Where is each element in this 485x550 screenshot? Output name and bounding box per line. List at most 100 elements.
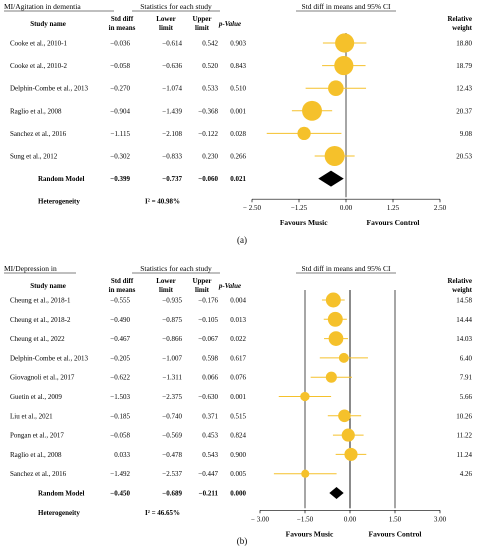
col-header-smd-2: in means (109, 24, 136, 32)
study-marker (341, 428, 355, 442)
study-name: Raglio et al., 2008 (10, 107, 62, 115)
col-header-weight-1: Relative (448, 277, 473, 285)
col-header-smd-1: Std diff (111, 15, 134, 23)
study-name: Pongan et al., 2017 (10, 432, 64, 440)
forest-panel-a: MI/Agitation in dementia Statistics for e… (4, 2, 473, 245)
study-lower: −2.375 (162, 393, 182, 401)
study-smd: −0.622 (110, 374, 130, 382)
study-p: 0.510 (230, 85, 246, 93)
x-axis-tick-label: 1.25 (387, 204, 400, 212)
study-marker (324, 146, 345, 166)
study-weight: 18.80 (456, 40, 472, 48)
study-p: 0.004 (230, 297, 246, 305)
study-name: Cheung et al., 2018-1 (10, 297, 71, 305)
col-header-smd-1: Std diff (111, 277, 134, 285)
summary-smd: −0.399 (110, 175, 130, 183)
study-name: Delphin-Combe et al., 2013 (10, 354, 88, 362)
study-smd: −0.185 (110, 412, 130, 420)
study-smd: −0.904 (110, 107, 130, 115)
study-marker (300, 391, 310, 402)
study-weight: 11.22 (457, 432, 473, 440)
study-name: Cooke et al., 2010-2 (10, 62, 67, 70)
study-marker (338, 352, 349, 363)
study-smd: −0.467 (110, 335, 130, 343)
panel-label: (a) (237, 235, 247, 245)
col-header-p: p-Value (218, 20, 241, 28)
study-p: 0.076 (230, 374, 246, 382)
col-header-lower-1: Lower (156, 277, 175, 285)
study-upper: 0.520 (202, 62, 218, 70)
study-name: Sanchez et al., 2016 (10, 130, 67, 138)
study-upper: 0.453 (202, 432, 218, 440)
study-marker (328, 331, 344, 346)
study-upper: −0.368 (198, 107, 218, 115)
study-weight: 11.24 (457, 451, 473, 459)
study-p: 0.617 (230, 354, 246, 362)
study-marker (302, 100, 322, 121)
summary-p: 0.021 (230, 175, 246, 183)
summary-name: Random Model (38, 490, 85, 498)
study-smd: −0.302 (110, 153, 130, 161)
favours-right-label: Favours Control (367, 218, 420, 227)
study-lower: −0.614 (162, 40, 182, 48)
study-marker (325, 292, 341, 308)
study-weight: 14.58 (456, 297, 472, 305)
study-upper: 0.598 (202, 354, 218, 362)
x-axis-tick-label: 3.00 (434, 515, 447, 523)
study-marker (301, 469, 310, 478)
study-weight: 20.37 (456, 107, 472, 115)
forest-panel-b: MI/Depression in Statistics for each stud… (4, 264, 473, 546)
study-p: 0.001 (230, 107, 246, 115)
study-weight: 10.26 (456, 412, 472, 420)
study-upper: −0.105 (198, 316, 218, 324)
study-lower: −2.108 (162, 130, 182, 138)
col-header-weight-1: Relative (448, 15, 473, 23)
col-header-smd-2: in means (109, 286, 136, 294)
col-header-study: Study name (30, 282, 66, 290)
study-p: 0.843 (230, 62, 246, 70)
study-lower: −1.074 (162, 85, 182, 93)
study-lower: −1.311 (163, 374, 183, 382)
study-upper: 0.543 (202, 451, 218, 459)
study-lower: −0.569 (162, 432, 182, 440)
study-lower: −0.833 (162, 153, 182, 161)
study-weight: 9.08 (460, 130, 473, 138)
study-name: Sanchez et al., 2016 (10, 470, 67, 478)
panel-label: (b) (237, 536, 248, 546)
x-axis-tick-label: − 3.00 (251, 515, 269, 523)
heterogeneity-value: I² = 46.65% (145, 509, 180, 517)
col-header-lower-1: Lower (156, 15, 175, 23)
x-axis-tick-label: 1.50 (389, 515, 402, 523)
summary-upper: −0.060 (198, 175, 218, 183)
study-p: 0.001 (230, 393, 246, 401)
x-axis-tick-label: − 2.50 (243, 204, 261, 212)
summary-upper: −0.211 (199, 490, 219, 498)
col-header-study: Study name (30, 20, 66, 28)
plot-title: Std diff in means and 95% CI (301, 2, 391, 11)
col-header-lower-2: limit (159, 286, 174, 294)
study-smd: −0.058 (110, 62, 130, 70)
study-marker (327, 311, 343, 327)
favours-left-label: Favours Music (286, 529, 334, 538)
study-name: Delphin-Combe et al., 2013 (10, 85, 88, 93)
study-name: Raglio et al., 2008 (10, 451, 62, 459)
col-header-p: p-Value (218, 282, 241, 290)
study-lower: −2.537 (162, 470, 182, 478)
section-label: MI/Agitation in dementia (4, 2, 81, 11)
study-upper: 0.533 (202, 85, 218, 93)
x-axis-tick-label: −1.50 (297, 515, 314, 523)
study-weight: 4.26 (460, 470, 473, 478)
study-weight: 12.43 (456, 85, 472, 93)
study-smd: −0.270 (110, 85, 130, 93)
study-name: Liu et al., 2021 (10, 412, 53, 420)
study-weight: 5.66 (460, 393, 473, 401)
col-header-weight-2: weight (452, 24, 473, 32)
study-p: 0.266 (230, 153, 246, 161)
heterogeneity-value: I² = 40.98% (145, 198, 180, 206)
study-weight: 6.40 (460, 354, 473, 362)
study-weight: 20.53 (456, 153, 472, 161)
study-lower: −0.875 (162, 316, 182, 324)
study-smd: −0.490 (110, 316, 130, 324)
study-smd: −0.058 (110, 432, 130, 440)
study-smd: −1.115 (111, 130, 131, 138)
